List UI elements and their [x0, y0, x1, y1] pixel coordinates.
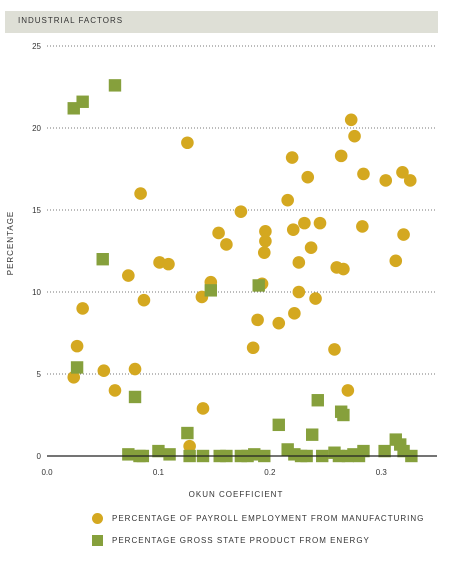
energy-point	[378, 444, 391, 458]
manufacturing-point	[292, 256, 306, 269]
manufacturing-point	[337, 262, 350, 276]
scatter-chart: 0 5 10 15 20 25 0.0 0.1 0.2 0.3 OKUN COEFFICIENT PE…	[6, 42, 437, 499]
manufacturing-point	[76, 302, 89, 315]
energy-point	[248, 448, 261, 461]
manufacturing-point	[122, 269, 135, 282]
manufacturing-point	[251, 313, 264, 327]
y-tick-label: 20	[32, 124, 41, 133]
manufacturing-point	[344, 113, 358, 127]
manufacturing-point	[288, 307, 301, 320]
x-tick-label: 0.1	[153, 468, 165, 477]
legend-label-manufacturing: PERCENTAGE OF PAYROLL EMPLOYMENT FROM MA…	[112, 514, 425, 523]
manufacturing-point	[257, 246, 271, 259]
manufacturing-point	[67, 370, 81, 384]
manufacturing-point	[181, 136, 194, 150]
manufacturing-point	[396, 165, 409, 179]
manufacturing-point	[328, 343, 341, 356]
manufacturing-point	[212, 226, 225, 240]
manufacturing-point	[379, 174, 393, 187]
manufacturing-point	[281, 193, 294, 207]
energy-point	[122, 448, 135, 461]
energy-point	[337, 408, 350, 422]
energy-point	[311, 394, 324, 407]
manufacturing-point	[272, 316, 286, 330]
legend-label-energy: PERCENTAGE GROSS STATE PRODUCT FROM ENER…	[112, 536, 370, 545]
energy-point	[163, 448, 176, 461]
y-tick-label: 0	[37, 452, 42, 461]
manufacturing-point	[220, 238, 233, 251]
energy-point	[181, 426, 194, 440]
y-axis-label: PERCENTAGE	[6, 211, 15, 276]
chart-title-bar: INDUSTRIAL FACTORS	[5, 11, 438, 33]
manufacturing-point	[403, 174, 417, 187]
energy-point	[152, 444, 165, 458]
manufacturing-point	[108, 384, 122, 397]
energy-point	[70, 361, 84, 374]
manufacturing-point	[70, 339, 84, 353]
manufacturing-point	[356, 220, 369, 233]
manufacturing-point	[162, 257, 175, 271]
energy-point	[96, 253, 109, 266]
manufacturing-point	[259, 225, 272, 238]
manufacturing-point	[134, 187, 147, 200]
manufacturing-point	[304, 241, 318, 255]
energy-point	[76, 95, 89, 108]
manufacturing-point	[298, 216, 311, 230]
manufacturing-point	[285, 151, 299, 164]
energy-point	[252, 279, 265, 292]
legend-square-marker	[92, 535, 103, 546]
manufacturing-point	[128, 362, 142, 376]
manufacturing-point	[196, 402, 210, 415]
x-tick-label: 0.2	[264, 468, 276, 477]
manufacturing-point	[389, 254, 403, 268]
manufacturing-point	[259, 234, 272, 248]
manufacturing-point	[286, 223, 300, 236]
x-tick-label: 0.0	[41, 468, 53, 477]
manufacturing-point	[341, 384, 355, 397]
y-tick-label: 5	[37, 370, 42, 379]
manufacturing-point	[183, 439, 196, 453]
energy-point	[306, 428, 319, 441]
manufacturing-point	[348, 129, 361, 143]
y-tick-label: 25	[32, 42, 41, 51]
chart-title: INDUSTRIAL FACTORS	[18, 16, 124, 25]
manufacturing-point	[301, 170, 315, 184]
energy-point	[357, 444, 370, 458]
energy-point	[128, 390, 142, 404]
manufacturing-point	[292, 285, 306, 299]
manufacturing-point	[309, 292, 322, 305]
x-tick-label: 0.3	[376, 468, 388, 477]
manufacturing-point	[137, 293, 151, 307]
y-tick-label: 15	[32, 206, 41, 215]
x-axis-label: OKUN COEFFICIENT	[189, 490, 284, 499]
manufacturing-point	[357, 167, 370, 181]
manufacturing-point	[234, 205, 248, 218]
energy-point	[108, 79, 122, 92]
energy-point	[204, 284, 217, 297]
manufacturing-point	[313, 216, 327, 230]
manufacturing-point	[334, 149, 348, 163]
manufacturing-point	[246, 341, 260, 355]
manufacturing-point	[397, 228, 410, 241]
y-tick-label: 10	[32, 288, 41, 297]
energy-point	[272, 418, 285, 432]
manufacturing-point	[97, 364, 111, 378]
legend-circle-marker	[92, 513, 103, 524]
